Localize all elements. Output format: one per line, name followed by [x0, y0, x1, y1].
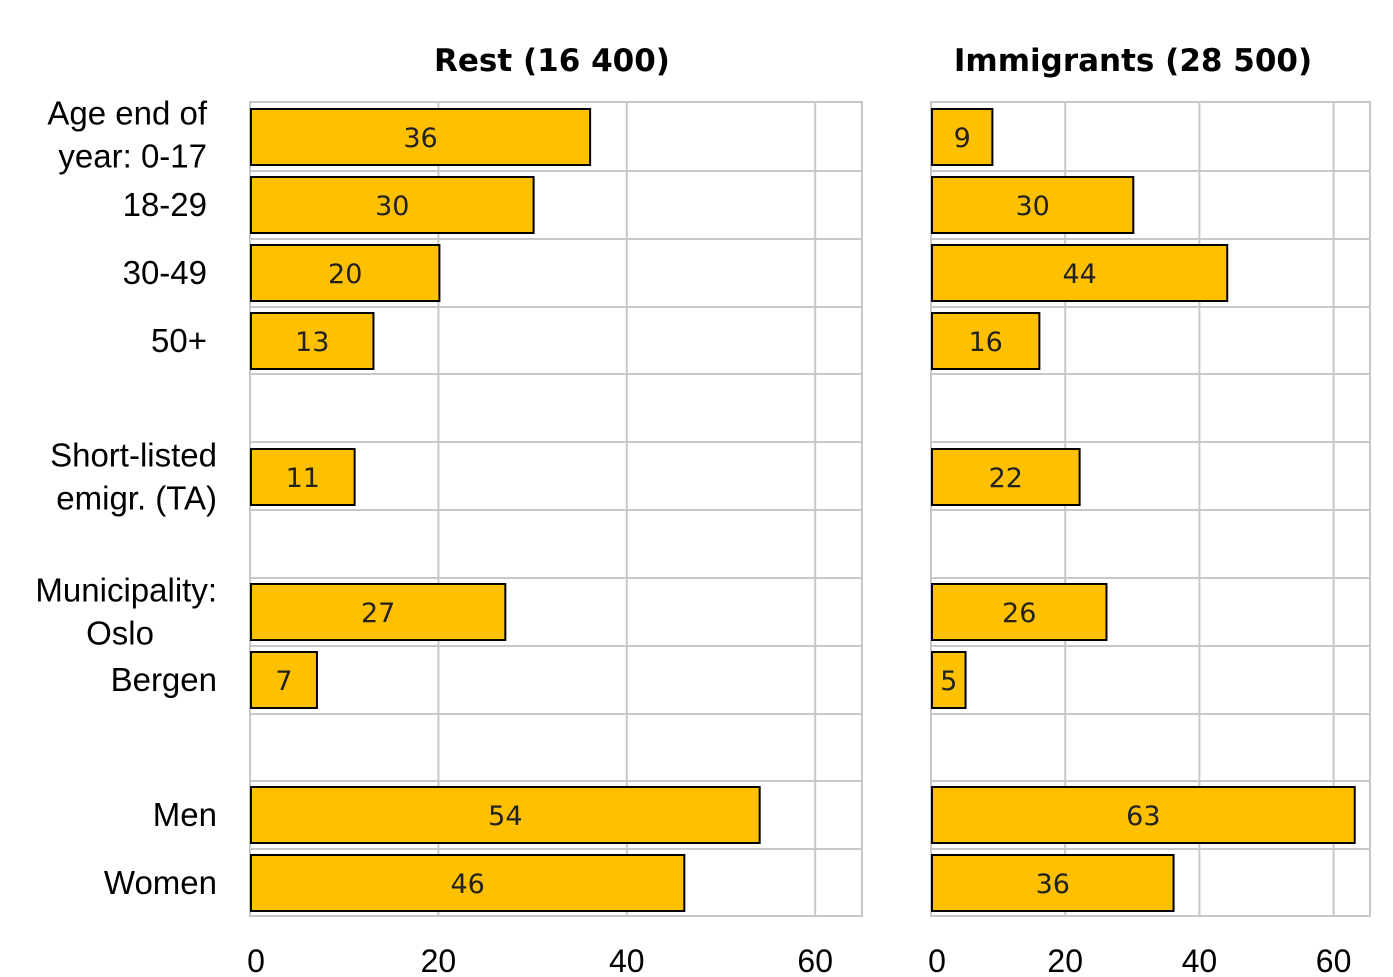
panel-title-rest: Rest (16 400): [434, 43, 670, 79]
bar-value-label: 22: [989, 463, 1023, 494]
panel-rest: 0 20 40 60 36 30 20 13 11 27 7 54 46: [247, 101, 863, 977]
x-tick-label: 40: [609, 943, 645, 977]
bar-rest: [250, 108, 592, 166]
bar-immigrants: [931, 786, 1356, 844]
bar-value-label: 26: [1002, 598, 1036, 629]
bar-immigrants: [931, 108, 994, 166]
bar-immigrants: [931, 312, 1041, 370]
x-tick-label: 0: [928, 943, 946, 977]
bar-value-label: 16: [969, 327, 1003, 358]
bar-rest: [250, 448, 356, 506]
category-label: 18-29: [123, 186, 207, 223]
bar-value-label: 7: [275, 666, 292, 697]
bar-value-label: 13: [295, 327, 329, 358]
bar-immigrants: [931, 583, 1108, 641]
category-label: Short-listed: [50, 437, 217, 474]
category-label: Age end of: [47, 95, 207, 132]
category-label: emigr. (TA): [56, 480, 217, 517]
category-label: 30-49: [123, 254, 207, 291]
panel-immigrants: 0 20 40 60 9 30 44 16 22 26 5 63 36: [928, 101, 1371, 977]
x-tick-label: 40: [1182, 943, 1218, 977]
category-label: year: 0-17: [58, 138, 207, 175]
category-label: Municipality:: [35, 572, 217, 609]
bar-value-label: 11: [286, 463, 320, 494]
bar-immigrants: [931, 448, 1081, 506]
panel-title-immigrants: Immigrants (28 500): [954, 43, 1312, 79]
x-tick-label: 20: [421, 943, 457, 977]
bar-value-label: 46: [450, 869, 484, 900]
bar-value-label: 20: [328, 259, 362, 290]
bar-rest: [250, 583, 507, 641]
category-label: Bergen: [111, 661, 217, 698]
bar-rest: [250, 244, 441, 302]
bar-immigrants: [931, 176, 1135, 234]
bar-value-label: 30: [1015, 191, 1049, 222]
bar-rest: [250, 176, 535, 234]
bar-value-label: 54: [488, 801, 522, 832]
bar-rest: [250, 854, 686, 912]
x-tick-label: 60: [1316, 943, 1352, 977]
plot-frame: [249, 101, 863, 917]
x-tick-label: 60: [797, 943, 833, 977]
bar-value-label: 27: [361, 598, 395, 629]
plot-frame: [930, 101, 1371, 917]
category-label: Oslo: [86, 615, 154, 652]
bar-rest: [250, 786, 761, 844]
bar-value-label: 44: [1062, 259, 1096, 290]
bar-value-label: 30: [375, 191, 409, 222]
category-labels: Age end of year: 0-17 18-29 30-49 50+ Short-l…: [35, 95, 217, 902]
bar-value-label: 36: [403, 123, 437, 154]
category-label: Women: [104, 864, 217, 901]
bar-immigrants: [931, 651, 967, 709]
bar-value-label: 5: [940, 666, 957, 697]
bar-value-label: 63: [1126, 801, 1160, 832]
bar-rest: [250, 312, 375, 370]
x-tick-label: 20: [1047, 943, 1083, 977]
x-tick-label: 0: [247, 943, 265, 977]
category-label: Men: [153, 796, 217, 833]
bar-value-label: 9: [954, 123, 971, 154]
bar-immigrants: [931, 244, 1229, 302]
category-label: 50+: [151, 322, 207, 359]
bar-immigrants: [931, 854, 1175, 912]
bar-rest: [250, 651, 318, 709]
bar-value-label: 36: [1036, 869, 1070, 900]
